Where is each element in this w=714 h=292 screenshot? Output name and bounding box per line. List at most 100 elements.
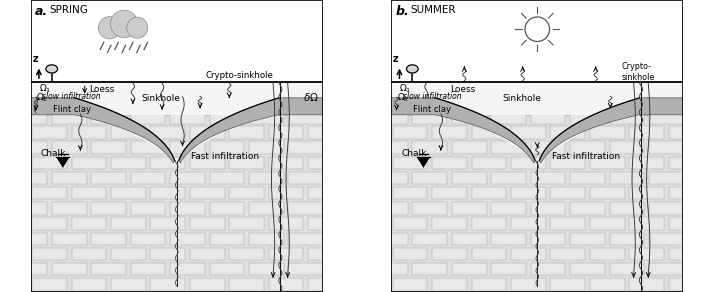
Bar: [0, 126, 27, 139]
Bar: [190, 217, 224, 230]
Bar: [669, 217, 703, 230]
Bar: [432, 248, 467, 260]
Bar: [308, 217, 343, 230]
Bar: [210, 232, 244, 245]
Bar: [210, 202, 244, 215]
Bar: [550, 187, 585, 199]
Text: Fast infiltration: Fast infiltration: [191, 152, 259, 161]
Bar: [590, 217, 625, 230]
Bar: [432, 187, 467, 199]
Bar: [393, 217, 428, 230]
Bar: [373, 263, 408, 275]
Bar: [432, 96, 467, 108]
Bar: [511, 157, 545, 169]
Bar: [170, 232, 205, 245]
Text: z: z: [393, 54, 398, 64]
Bar: [52, 232, 86, 245]
Polygon shape: [435, 98, 640, 161]
Bar: [590, 187, 625, 199]
Ellipse shape: [406, 65, 418, 73]
Bar: [531, 202, 565, 215]
Bar: [471, 96, 506, 108]
Bar: [268, 96, 303, 108]
Bar: [0, 278, 27, 291]
Bar: [348, 278, 382, 291]
Polygon shape: [539, 98, 683, 163]
Bar: [91, 172, 126, 184]
Bar: [393, 96, 428, 108]
Text: slow infiltration: slow infiltration: [42, 92, 101, 101]
Bar: [348, 96, 382, 108]
Bar: [590, 157, 625, 169]
Bar: [708, 157, 714, 169]
Bar: [308, 157, 343, 169]
Bar: [432, 217, 467, 230]
Text: $\Omega_2$: $\Omega_2$: [396, 92, 409, 104]
Bar: [151, 187, 185, 199]
Bar: [111, 187, 146, 199]
Bar: [452, 232, 486, 245]
Bar: [12, 172, 47, 184]
Bar: [288, 172, 323, 184]
Bar: [491, 111, 526, 124]
Bar: [610, 232, 644, 245]
Bar: [511, 96, 545, 108]
Bar: [131, 202, 166, 215]
Bar: [649, 172, 684, 184]
Text: Sinkhole: Sinkhole: [141, 94, 181, 103]
Bar: [268, 248, 303, 260]
Text: SUMMER: SUMMER: [411, 5, 456, 15]
Bar: [367, 202, 402, 215]
Bar: [491, 232, 526, 245]
Bar: [471, 248, 506, 260]
Bar: [190, 187, 224, 199]
Bar: [590, 96, 625, 108]
Bar: [348, 248, 382, 260]
Bar: [71, 96, 106, 108]
Bar: [669, 187, 703, 199]
Bar: [32, 126, 67, 139]
Bar: [610, 172, 644, 184]
Bar: [367, 172, 402, 184]
Text: $\delta\Omega$: $\delta\Omega$: [303, 91, 318, 102]
Bar: [391, 115, 683, 292]
Bar: [131, 111, 166, 124]
Bar: [373, 172, 408, 184]
Bar: [550, 157, 585, 169]
Text: a.: a.: [35, 5, 49, 18]
Bar: [550, 126, 585, 139]
Bar: [348, 187, 382, 199]
Bar: [71, 248, 106, 260]
Bar: [308, 126, 343, 139]
Bar: [328, 263, 363, 275]
Bar: [71, 157, 106, 169]
Bar: [393, 278, 428, 291]
Text: Flint clay: Flint clay: [413, 105, 451, 114]
Bar: [170, 141, 205, 154]
Bar: [0, 217, 27, 230]
Bar: [170, 172, 205, 184]
Bar: [353, 96, 388, 108]
Bar: [570, 141, 605, 154]
Bar: [373, 232, 408, 245]
Bar: [151, 278, 185, 291]
Text: Flint clay: Flint clay: [53, 105, 91, 114]
Bar: [52, 172, 86, 184]
Bar: [590, 126, 625, 139]
Bar: [151, 126, 185, 139]
Bar: [229, 278, 264, 291]
Text: $\Omega_1$: $\Omega_1$: [399, 83, 412, 95]
Bar: [91, 202, 126, 215]
Bar: [190, 157, 224, 169]
Bar: [151, 217, 185, 230]
Bar: [328, 111, 363, 124]
Bar: [531, 263, 565, 275]
Bar: [170, 111, 205, 124]
Bar: [353, 278, 388, 291]
Bar: [649, 232, 684, 245]
Bar: [268, 126, 303, 139]
Bar: [413, 202, 447, 215]
Bar: [393, 187, 428, 199]
Bar: [708, 248, 714, 260]
Bar: [111, 217, 146, 230]
